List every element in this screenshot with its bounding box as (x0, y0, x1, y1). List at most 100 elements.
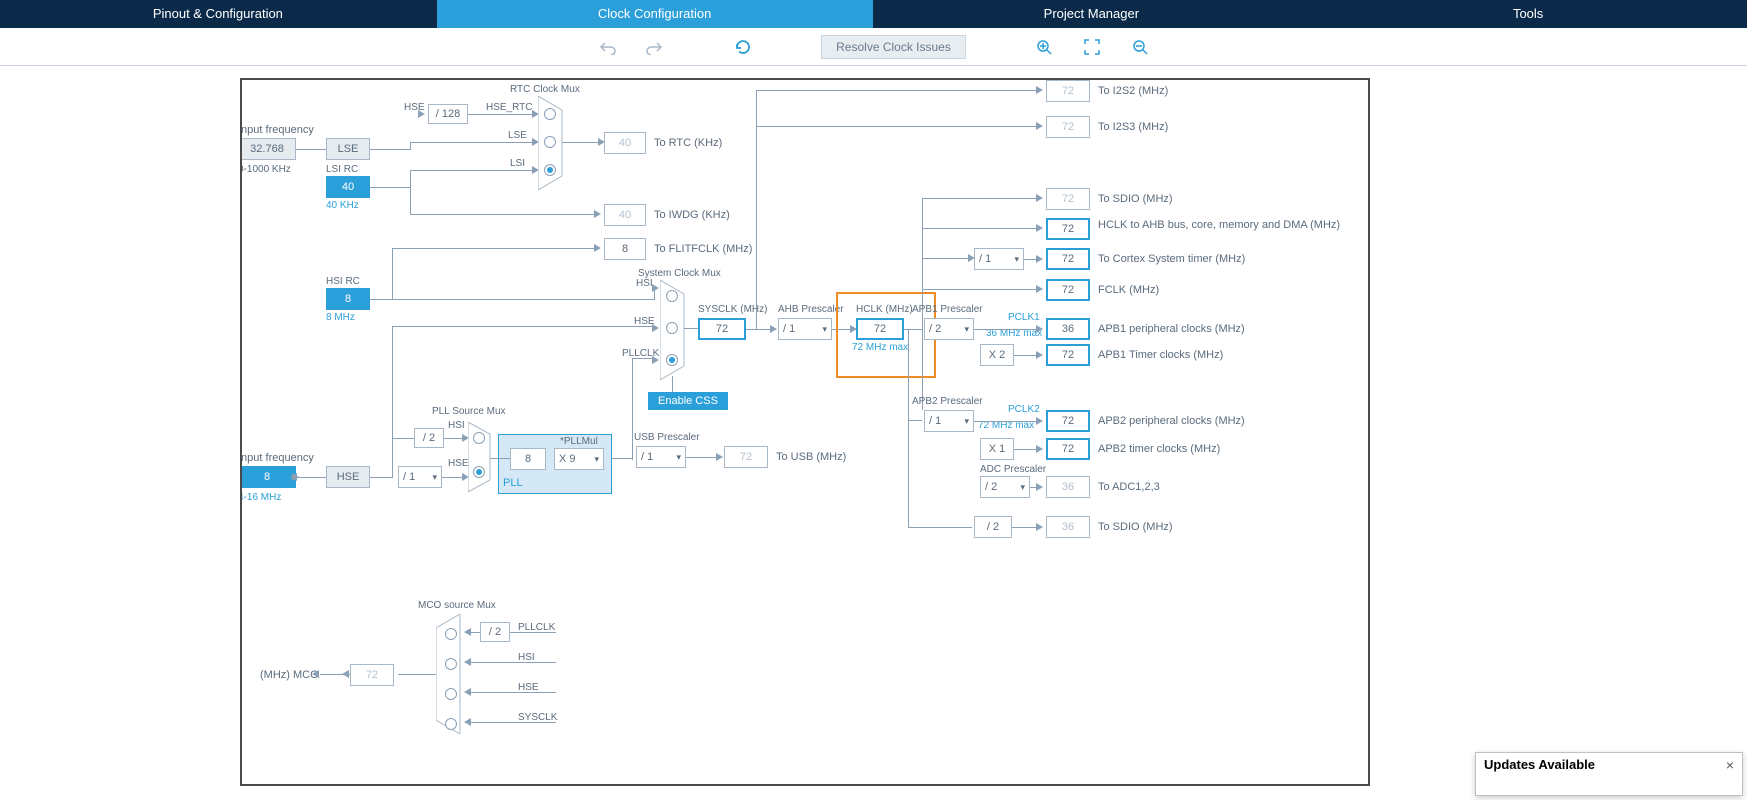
pll-src-hsi-label: HSI (448, 420, 465, 431)
pll-label: PLL (503, 477, 523, 489)
rtc-hse-divider[interactable]: / 128 (428, 104, 468, 124)
hsi-rc-label: HSI RC (326, 276, 360, 287)
apb1-prescaler-label: APB1 Prescaler (912, 304, 983, 315)
i2s3-label: To I2S3 (MHz) (1098, 121, 1168, 133)
apb2-timer-label: APB2 timer clocks (MHz) (1098, 443, 1220, 455)
lsi-rc-value: 40 (326, 176, 370, 198)
rtc-mux-lsi-label: LSI (510, 158, 525, 169)
apb2-prescaler-label: APB2 Prescaler (912, 396, 983, 407)
usb-prescaler-value: / 1 (641, 451, 653, 463)
hclk-value[interactable]: 72 (856, 318, 904, 340)
hse-input-frequency-value[interactable]: 8 (240, 466, 296, 488)
lsi-rc-label: LSI RC (326, 164, 358, 175)
updates-title: Updates Available (1484, 757, 1734, 772)
hclk-bus-label: HCLK to AHB bus, core, memory and DMA (M… (1098, 220, 1238, 231)
hclk-max-label: 72 MHz max (852, 342, 908, 353)
pll-source-mux[interactable] (468, 422, 496, 492)
pll-hse-divider-value: / 1 (403, 471, 415, 483)
fclk-label: FCLK (MHz) (1098, 284, 1159, 296)
apb1-timer-label: APB1 Timer clocks (MHz) (1098, 349, 1223, 361)
zoom-in-icon[interactable] (1034, 37, 1054, 57)
resolve-clock-issues-button[interactable]: Resolve Clock Issues (821, 35, 966, 59)
sysclk-label: SYSCLK (MHz) (698, 304, 767, 315)
adc-label: To ADC1,2,3 (1098, 481, 1160, 493)
mco-source-mux[interactable] (436, 614, 464, 734)
cortex-divider-select[interactable]: / 1 ▾ (974, 248, 1024, 270)
mco-output-label: (MHz) MCO (260, 669, 319, 681)
usb-prescaler-select[interactable]: / 1 ▾ (636, 446, 686, 468)
sysclk-mux-hsi-label: HSI (636, 278, 653, 289)
apb2-prescaler-value: / 1 (929, 415, 941, 427)
chevron-down-icon: ▾ (676, 452, 681, 463)
hse-range-label: 4-16 MHz (240, 492, 281, 503)
apb2-periph-value: 72 (1046, 410, 1090, 432)
hclk-bus-value: 72 (1046, 218, 1090, 240)
pll-hse-divider-select[interactable]: / 1 ▾ (398, 466, 442, 488)
pll-src-hse-label: HSE (448, 458, 469, 469)
clock-toolbar: Resolve Clock Issues (0, 28, 1747, 66)
pllmul-value: X 9 (559, 453, 576, 465)
chevron-down-icon: ▾ (822, 324, 827, 335)
sdio1-label: To SDIO (MHz) (1098, 193, 1173, 205)
adc-value: 36 (1046, 476, 1090, 498)
cortex-value: 72 (1046, 248, 1090, 270)
tab-tools[interactable]: Tools (1310, 0, 1747, 28)
system-clock-mux[interactable] (660, 280, 690, 380)
apb2-timer-value: 72 (1046, 438, 1090, 460)
ahb-prescaler-label: AHB Prescaler (778, 304, 844, 315)
apb1-timer-value: 72 (1046, 344, 1090, 366)
iwdg-output-label: To IWDG (KHz) (654, 209, 730, 221)
usb-prescaler-label: USB Prescaler (634, 432, 700, 443)
enable-css-button[interactable]: Enable CSS (648, 392, 728, 410)
hsi-unit-label: 8 MHz (326, 312, 355, 323)
chevron-down-icon: ▾ (432, 472, 437, 483)
mco-pll-divider: / 2 (480, 622, 510, 642)
mco-mux-title: MCO source Mux (418, 600, 496, 611)
flitfclk-label: To FLITFCLK (MHz) (654, 243, 752, 255)
cortex-label: To Cortex System timer (MHz) (1098, 253, 1245, 265)
refresh-icon[interactable] (733, 37, 753, 57)
hclk-label: HCLK (MHz) (856, 304, 913, 315)
pllmul-label: *PLLMul (560, 436, 598, 447)
usb-output-label: To USB (MHz) (776, 451, 846, 463)
usb-output-value: 72 (724, 446, 768, 468)
apb1-timer-mul: X 2 (980, 344, 1014, 366)
sdio2-label: To SDIO (MHz) (1098, 521, 1173, 533)
lse-input-frequency-value[interactable]: 32.768 (240, 138, 296, 160)
redo-icon[interactable] (645, 37, 665, 57)
ahb-prescaler-select[interactable]: / 1▾ (778, 318, 832, 340)
i2s3-value: 72 (1046, 116, 1090, 138)
chevron-down-icon: ▾ (964, 416, 969, 427)
pllmul-select[interactable]: X 9 ▾ (554, 448, 604, 470)
undo-icon[interactable] (597, 37, 617, 57)
mco-output-value: 72 (350, 664, 394, 686)
rtc-output-label: To RTC (KHz) (654, 137, 722, 149)
rtc-clock-mux[interactable] (538, 96, 568, 190)
tab-pinout[interactable]: Pinout & Configuration (0, 0, 437, 28)
chevron-down-icon: ▾ (1014, 254, 1019, 265)
tab-clock-configuration[interactable]: Clock Configuration (437, 0, 874, 28)
close-icon[interactable]: × (1726, 757, 1734, 773)
hse-block: HSE (326, 466, 370, 488)
pclk2-label: PCLK2 (1008, 404, 1040, 415)
apb2-prescaler-select[interactable]: / 1 ▾ (924, 410, 974, 432)
pll-hsi-divider: / 2 (414, 428, 444, 448)
i2s2-label: To I2S2 (MHz) (1098, 85, 1168, 97)
tab-project-manager[interactable]: Project Manager (874, 0, 1311, 28)
apb1-prescaler-select[interactable]: / 2▾ (924, 318, 974, 340)
clock-diagram-canvas[interactable]: Input frequency 32.768 0-1000 KHz LSE LS… (240, 78, 1370, 786)
zoom-out-icon[interactable] (1130, 37, 1150, 57)
chevron-down-icon: ▾ (1020, 482, 1025, 493)
cortex-divider-value: / 1 (979, 253, 991, 265)
hsi-rc-value: 8 (326, 288, 370, 310)
sysclk-mux-title: System Clock Mux (638, 268, 721, 279)
lse-range-label: 0-1000 KHz (240, 164, 291, 175)
i2s2-value: 72 (1046, 80, 1090, 102)
adc-prescaler-select[interactable]: / 2▾ (980, 476, 1030, 498)
sdio2-value: 36 (1046, 516, 1090, 538)
sysclk-value[interactable]: 72 (698, 318, 746, 340)
chevron-down-icon: ▾ (594, 454, 599, 465)
fit-screen-icon[interactable] (1082, 37, 1102, 57)
rtc-output-value: 40 (604, 132, 646, 154)
main-tab-bar: Pinout & Configuration Clock Configurati… (0, 0, 1747, 28)
